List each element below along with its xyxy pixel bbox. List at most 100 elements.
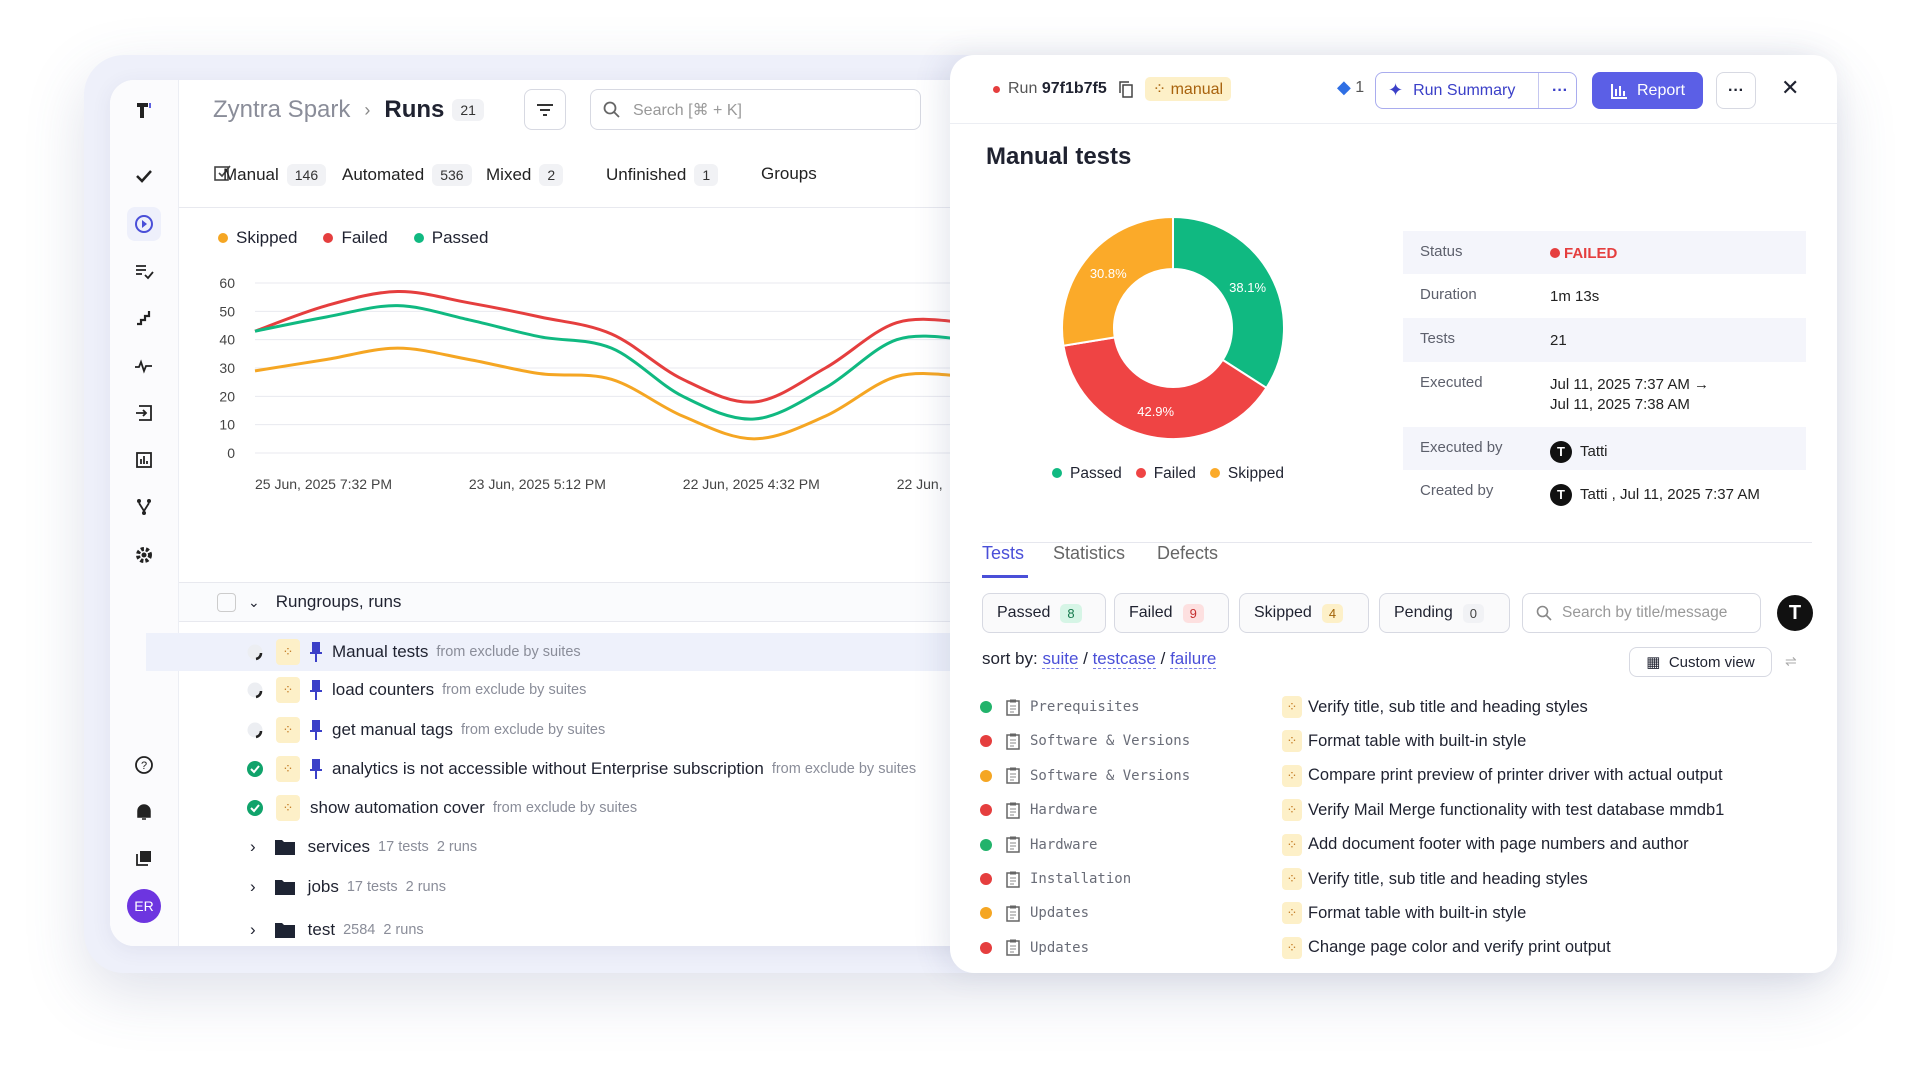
collapse-chevron-icon[interactable]: ⌄ — [248, 593, 260, 610]
pin-icon[interactable] — [310, 679, 322, 701]
expand-chevron-icon[interactable]: › — [250, 877, 256, 896]
check-icon[interactable] — [127, 159, 161, 193]
run-title: get manual tags — [332, 720, 453, 739]
info-row-tests: Tests 21 — [1403, 318, 1806, 362]
select-all-icon[interactable] — [214, 164, 232, 182]
donut-slice-skipped[interactable] — [1061, 215, 1174, 347]
folder-row[interactable]: › jobs 17 tests 2 runs — [146, 868, 970, 906]
tab-defects[interactable]: Defects — [1157, 543, 1219, 563]
legend-failed[interactable]: Failed — [323, 228, 388, 248]
bell-icon[interactable] — [127, 795, 161, 829]
folder-runs: 2 runs — [383, 922, 424, 938]
legend-passed[interactable]: Passed — [413, 228, 488, 248]
info-label: Status — [1420, 243, 1463, 260]
filter-chip-pending[interactable]: Pending 0 — [1379, 593, 1510, 633]
pulse-icon[interactable] — [127, 349, 161, 383]
y-tick-label: 20 — [219, 388, 235, 404]
test-row[interactable]: Software & Versions ⁘ Compare print previe… — [980, 761, 1820, 791]
sliders-icon[interactable]: ⇌ — [1785, 653, 1797, 669]
tab-tests[interactable]: Tests — [982, 543, 1025, 563]
test-row[interactable]: Hardware ⁘ Verify Mail Merge functionality… — [980, 795, 1820, 825]
donut-legend-failed[interactable]: Failed — [1135, 465, 1196, 483]
filter-chip-skipped[interactable]: Skipped 4 — [1239, 593, 1369, 633]
expand-chevron-icon[interactable]: › — [250, 837, 256, 856]
series-line-passed[interactable] — [254, 304, 969, 421]
jira-diamond-icon: ◆ — [1337, 77, 1351, 97]
filter-tab-automated[interactable]: Automated 536 — [342, 164, 472, 186]
run-summary-more-icon[interactable]: ··· — [1552, 81, 1568, 99]
info-label: Executed — [1420, 374, 1483, 391]
run-row[interactable]: ⁘ analytics is not accessible without Ent… — [146, 750, 970, 788]
stack-icon[interactable] — [127, 841, 161, 875]
sort-failure[interactable]: failure — [1170, 649, 1217, 669]
donut-legend-passed[interactable]: Passed — [1052, 465, 1122, 483]
pin-icon[interactable] — [310, 641, 322, 663]
import-icon[interactable] — [127, 396, 161, 430]
series-line-failed[interactable] — [254, 289, 969, 404]
filter-button[interactable] — [524, 89, 566, 130]
play-icon[interactable] — [127, 207, 161, 241]
steps-icon[interactable] — [127, 300, 161, 334]
logo-icon[interactable] — [127, 93, 161, 127]
header-checkbox[interactable] — [217, 592, 236, 612]
branch-icon[interactable] — [127, 490, 161, 524]
sort-testcase[interactable]: testcase — [1092, 649, 1156, 669]
close-icon[interactable]: ✕ — [1781, 75, 1800, 100]
chip-count: 9 — [1182, 603, 1204, 623]
jira-link[interactable]: ◆ 1 — [1337, 77, 1365, 97]
user-avatar[interactable]: T — [1777, 595, 1813, 631]
folder-row[interactable]: › test 2584 2 runs — [146, 911, 970, 946]
help-icon[interactable]: ? — [127, 748, 161, 782]
run-row[interactable]: ⁘ Manual tests from exclude by suites — [146, 633, 970, 671]
breadcrumb-workspace[interactable]: Zyntra Spark — [213, 96, 351, 123]
sort-suite[interactable]: suite — [1042, 649, 1079, 669]
filter-chip-passed[interactable]: Passed 8 — [982, 593, 1106, 633]
pin-icon[interactable] — [310, 758, 322, 780]
manual-test-icon: ⁘ — [276, 677, 300, 703]
in-progress-status-icon — [246, 721, 264, 739]
sidebar: ? ER — [110, 80, 179, 946]
filter-tab-manual[interactable]: Manual 146 — [223, 164, 327, 186]
custom-view-button[interactable]: ▦ Custom view — [1629, 647, 1772, 677]
run-detail-panel: Run 97f1b7f5 ⁘ manual ◆ 1 ✦ Run Summary ·… — [950, 55, 1837, 973]
tab-statistics[interactable]: Statistics — [1053, 543, 1126, 563]
test-row[interactable]: Prerequisites ⁘ Verify title, sub title an… — [980, 692, 1820, 722]
search-icon — [603, 101, 620, 118]
run-row[interactable]: ⁘ load counters from exclude by suites — [146, 671, 970, 709]
filter-chip-failed[interactable]: Failed 9 — [1114, 593, 1229, 633]
filter-tab-unfinished[interactable]: Unfinished 1 — [606, 164, 719, 186]
run-row[interactable]: ⁘ show automation cover from exclude by su… — [146, 789, 970, 827]
more-button[interactable]: ··· — [1716, 72, 1756, 109]
test-row[interactable]: Updates ⁘ Format table with built-in style — [980, 898, 1820, 928]
bar-chart-icon — [1610, 83, 1627, 99]
copy-icon[interactable] — [1118, 80, 1133, 98]
test-row[interactable]: Updates ⁘ Change page color and verify pri… — [980, 933, 1820, 963]
pin-icon[interactable] — [310, 719, 322, 741]
report-button[interactable]: Report — [1592, 72, 1703, 109]
run-row[interactable]: ⁘ get manual tags from exclude by suites — [146, 711, 970, 749]
passed-status-icon — [246, 760, 264, 778]
failed-status-icon — [980, 873, 992, 885]
filter-tab-groups[interactable]: Groups — [761, 164, 817, 184]
gear-icon[interactable] — [127, 538, 161, 572]
donut-legend-skipped[interactable]: Skipped — [1209, 465, 1284, 483]
test-search-input[interactable]: Search by title/message — [1522, 593, 1761, 633]
bar-chart-icon[interactable] — [127, 443, 161, 477]
legend-skipped[interactable]: Skipped — [218, 228, 297, 248]
tab-count: 2 — [539, 164, 564, 186]
status-donut-chart: 38.1% 42.9% 30.8% — [1061, 215, 1285, 440]
test-row[interactable]: Installation ⁘ Verify title, sub title and… — [980, 864, 1820, 894]
list-check-icon[interactable] — [127, 254, 161, 288]
filter-tab-mixed[interactable]: Mixed 2 — [486, 164, 564, 186]
test-row[interactable]: Software & Versions ⁘ Format table with bu… — [980, 726, 1820, 756]
run-summary-button[interactable]: ✦ Run Summary ··· — [1375, 72, 1577, 109]
donut-slice-failed[interactable] — [1062, 336, 1268, 440]
avatar[interactable]: ER — [127, 889, 161, 923]
donut-slice-passed[interactable] — [1172, 215, 1285, 390]
test-row[interactable]: Hardware ⁘ Add document footer with page n… — [980, 830, 1820, 860]
series-line-skipped[interactable] — [254, 346, 969, 441]
search-input[interactable]: Search [⌘ + K] — [590, 89, 921, 130]
folder-icon — [274, 838, 296, 856]
expand-chevron-icon[interactable]: › — [250, 920, 256, 939]
folder-row[interactable]: › services 17 tests 2 runs — [146, 828, 970, 866]
